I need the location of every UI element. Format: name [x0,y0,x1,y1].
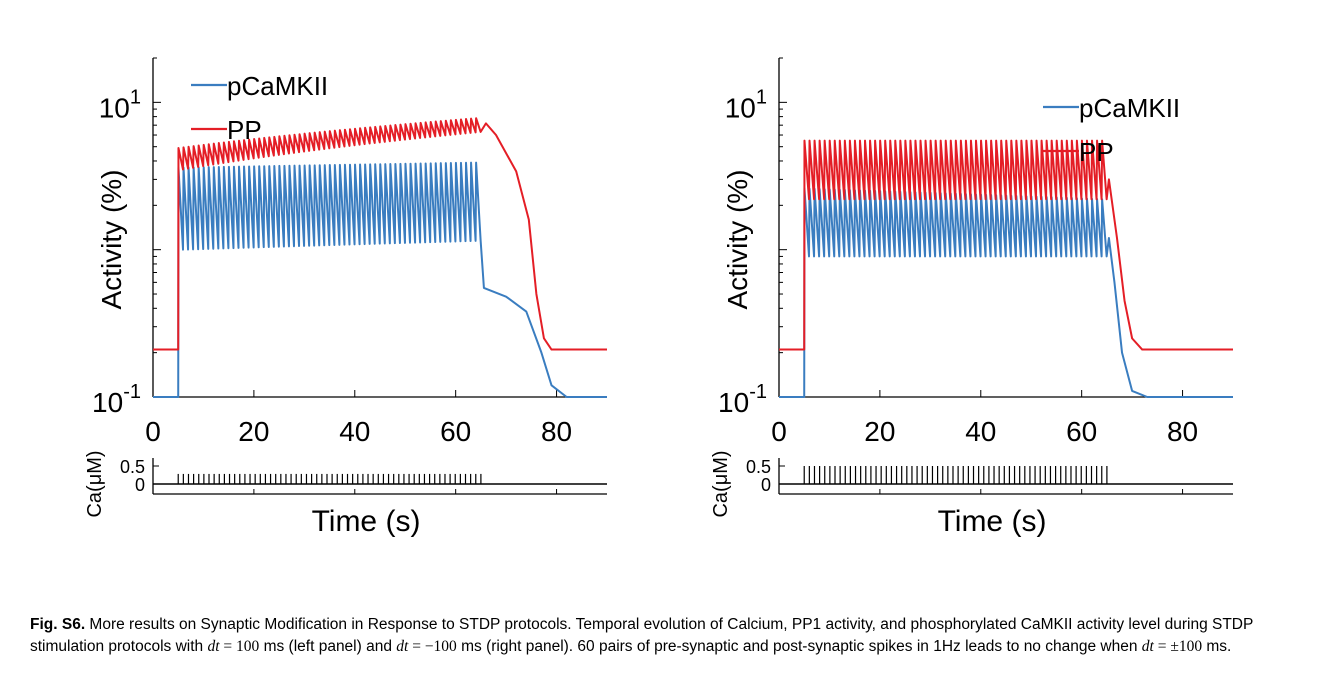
caption-dt-2: dt [396,638,409,655]
figure-caption: Fig. S6. More results on Synaptic Modifi… [30,614,1315,658]
series-line-pcamkii [153,161,607,398]
x-tick-label: 20 [864,416,895,447]
x-tick-label: 0 [145,416,161,447]
caption-text-2: ms (left panel) and [259,638,397,655]
ca-y-tick-label: 0 [761,475,771,495]
x-tick-label: 60 [440,416,471,447]
legend: pCaMKII PP [191,71,328,145]
x-tick-label: 80 [1167,416,1198,447]
y-tick-label: 10-1 [92,381,141,418]
y-tick-exponent: 1 [756,86,767,108]
caption-eq-2: = −100 [408,638,457,655]
legend-label-pp: PP [1079,137,1114,167]
x-tick-label: 60 [1066,416,1097,447]
caption-dt-3: dt [1141,638,1154,655]
y-tick-label: 101 [99,86,141,123]
y-tick-exponent: 1 [130,86,141,108]
legend-label-pcamkii: pCaMKII [227,71,328,101]
x-tick-label: 40 [339,416,370,447]
legend-label-pp: PP [227,115,262,145]
ca-y-tick-label: 0 [135,475,145,495]
caption-eq-1: = 100 [219,638,260,655]
ca-y-axis-label: Ca(μM) [710,450,732,517]
series-line-pp [153,117,607,351]
x-axis-label: Time (s) [312,505,421,538]
ca-y-axis-label: Ca(μM) [84,450,106,517]
caption-label: Fig. S6. [30,616,86,633]
x-axis-label: Time (s) [938,505,1047,538]
y-axis-label: Activity (%) [96,170,127,310]
caption-text-4: ms. [1202,638,1232,655]
caption-text-3: ms (right panel). 60 pairs of pre-synapt… [456,638,1142,655]
y-tick-label: 10-1 [718,381,767,418]
y-axis-label: Activity (%) [722,170,753,310]
calcium-subplot: 0.50 Ca(μM) [84,450,607,518]
x-tick-label: 20 [238,416,269,447]
y-tick-exponent: -1 [123,381,141,403]
ca-y-tick-label: 0.5 [746,457,771,477]
series-line-pcamkii [779,187,1233,398]
caption-eq-3: = ±100 [1153,638,1203,655]
x-tick-label: 0 [771,416,787,447]
ca-y-tick-label: 0.5 [120,457,145,477]
y-tick-exponent: -1 [749,381,767,403]
y-tick-label: 101 [725,86,767,123]
legend-label-pcamkii: pCaMKII [1079,93,1180,123]
x-tick-label: 80 [541,416,572,447]
caption-dt-1: dt [207,638,220,655]
x-tick-label: 40 [965,416,996,447]
calcium-subplot: 0.50 Ca(μM) [710,450,1233,518]
caption-text-1: More results on Synaptic Modification in… [30,616,1254,655]
legend: pCaMKII PP [1043,93,1180,167]
